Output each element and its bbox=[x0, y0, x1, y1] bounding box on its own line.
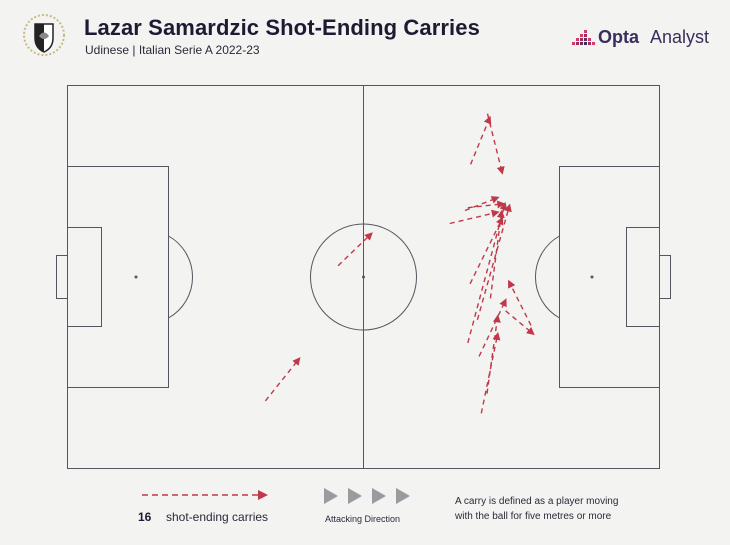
brand-opta-text: Opta bbox=[598, 27, 640, 47]
carry-arrow-15 bbox=[505, 310, 535, 336]
attacking-direction-label: Attacking Direction bbox=[325, 514, 401, 524]
brand-analyst-text: Analyst bbox=[650, 27, 710, 47]
carry-arrow-13 bbox=[486, 314, 501, 394]
carry-arrow-3 bbox=[469, 115, 492, 165]
carry-arrow-2 bbox=[337, 232, 373, 267]
carry-count: 16 bbox=[138, 510, 152, 524]
carry-arrow-6 bbox=[449, 209, 500, 225]
opta-analyst-logo: Opta Analyst bbox=[570, 24, 710, 50]
right-six-yard-box bbox=[626, 227, 660, 327]
carry-arrows bbox=[264, 113, 535, 414]
udinese-crest-icon bbox=[23, 14, 65, 56]
left-penalty-area bbox=[67, 166, 169, 388]
carry-arrow-9 bbox=[467, 201, 508, 344]
carry-definition-note: A carry is defined as a player moving wi… bbox=[455, 494, 675, 524]
left-penalty-arc bbox=[168, 235, 194, 319]
left-goal bbox=[56, 255, 68, 299]
carry-definition-line-1: A carry is defined as a player moving bbox=[455, 496, 619, 507]
carry-arrow-10 bbox=[476, 203, 512, 320]
right-penalty-spot bbox=[590, 275, 594, 279]
left-penalty-spot bbox=[134, 275, 138, 279]
page-title: Lazar Samardzic Shot-Ending Carries bbox=[84, 15, 480, 40]
carry-arrow-5 bbox=[464, 196, 500, 212]
carry-arrow-11 bbox=[489, 209, 505, 299]
opta-bar-logo-icon bbox=[572, 30, 595, 45]
carry-arrow-16 bbox=[508, 279, 532, 326]
centre-circle bbox=[310, 223, 417, 331]
carry-arrow-1 bbox=[264, 357, 301, 402]
page-subtitle: Udinese | Italian Serie A 2022-23 bbox=[85, 43, 260, 57]
carry-definition-line-2: with the ball for five metres or more bbox=[455, 511, 612, 522]
right-goal bbox=[659, 255, 671, 299]
right-penalty-arc bbox=[534, 235, 560, 319]
carry-arrow-8 bbox=[469, 216, 504, 285]
right-penalty-area bbox=[559, 166, 660, 388]
legend-carry-arrow-icon bbox=[142, 490, 268, 500]
left-six-yard-box bbox=[67, 227, 102, 327]
carry-count-label: shot-ending carries bbox=[166, 510, 269, 524]
carry-arrow-14 bbox=[478, 298, 507, 357]
right-triangle-arrows-icon bbox=[324, 488, 410, 504]
carry-arrow-7 bbox=[467, 200, 506, 209]
carry-arrow-4 bbox=[486, 113, 505, 175]
centre-spot bbox=[362, 275, 365, 279]
